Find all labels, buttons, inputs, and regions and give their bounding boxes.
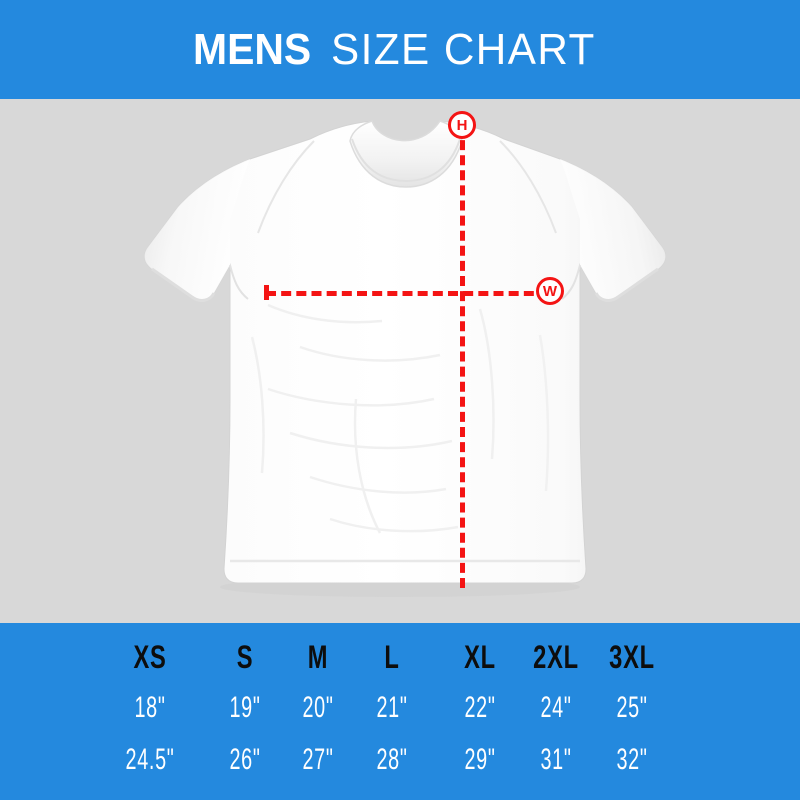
- shirt-sleeve-right: [560, 159, 666, 301]
- seam-shoulder-left: [257, 140, 315, 234]
- length-value-M: 27": [302, 743, 334, 776]
- shirt-sleeve-left: [144, 159, 250, 301]
- fabric-wrinkles: [250, 303, 550, 534]
- height-measure-line: [460, 125, 465, 588]
- size-header-3XL: 3XL: [609, 639, 655, 675]
- length-value-3XL: 32": [616, 743, 648, 776]
- length-value-L: 28": [376, 743, 408, 776]
- width-marker: W: [536, 277, 564, 305]
- width-value-XL: 22": [464, 691, 496, 724]
- page-title: MENS SIZE CHART: [193, 24, 607, 74]
- garment-illustration: H W: [0, 99, 800, 623]
- size-header-S: S: [236, 639, 254, 675]
- width-value-3XL: 25": [616, 691, 648, 724]
- sleeve-hem-right: [594, 267, 659, 302]
- size-header-M: M: [307, 639, 329, 675]
- length-value-S: 26": [229, 743, 261, 776]
- size-header-L: L: [384, 639, 400, 675]
- width-value-2XL: 24": [540, 691, 572, 724]
- length-value-2XL: 31": [540, 743, 572, 776]
- height-marker: H: [448, 111, 476, 139]
- sleeve-hem-left: [151, 267, 216, 302]
- size-table-header-row: XS S M L XL 2XL 3XL: [0, 637, 800, 677]
- page-header: MENS SIZE CHART: [0, 0, 800, 99]
- width-value-L: 21": [376, 691, 408, 724]
- width-measure-line: [266, 291, 549, 296]
- measurement-overlay: H W: [0, 99, 800, 623]
- seam-shoulder-right: [499, 140, 557, 234]
- size-table-length-row: 24.5" 26" 27" 28" 29" 31" 32": [0, 741, 800, 779]
- shirt-collar: [349, 120, 463, 188]
- tshirt-svg: [144, 120, 666, 597]
- page-title-light: SIZE CHART: [331, 24, 596, 74]
- seam-armpit-left: [229, 264, 249, 300]
- length-value-XS: 24.5": [125, 743, 175, 776]
- tshirt-graphic: [0, 99, 800, 623]
- length-value-XL: 29": [464, 743, 496, 776]
- width-value-M: 20": [302, 691, 334, 724]
- size-header-XL: XL: [464, 639, 496, 675]
- page-title-bold: MENS: [193, 24, 312, 74]
- size-table-width-row: 18" 19" 20" 21" 22" 24" 25": [0, 689, 800, 727]
- seam-armpit-right: [561, 264, 581, 300]
- size-header-2XL: 2XL: [533, 639, 579, 675]
- width-value-XS: 18": [134, 691, 166, 724]
- size-header-XS: XS: [133, 639, 167, 675]
- collar-inner-edge: [351, 138, 461, 183]
- size-table: XS S M L XL 2XL 3XL 18" 19" 20" 21" 22" 24" 25" 24.5…: [0, 623, 800, 800]
- width-value-S: 19": [229, 691, 261, 724]
